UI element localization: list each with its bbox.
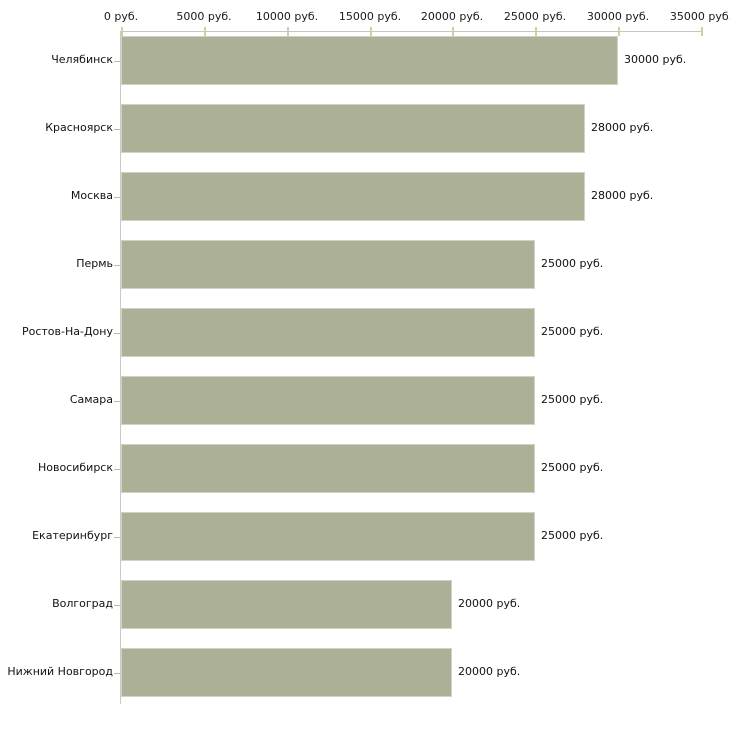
bar <box>121 308 535 357</box>
category-label: Ростов-На-Дону <box>21 325 113 338</box>
x-axis-tick-mark <box>452 27 454 36</box>
bar <box>121 104 585 153</box>
value-label: 25000 руб. <box>541 461 604 474</box>
category-tick-mark <box>114 265 120 266</box>
value-label: 20000 руб. <box>458 597 521 610</box>
category-tick-mark <box>114 401 120 402</box>
x-axis-tick-mark <box>121 27 123 36</box>
category-tick-mark <box>114 197 120 198</box>
category-label: Екатеринбург <box>32 529 113 542</box>
category-label: Нижний Новгород <box>7 665 113 678</box>
value-label: 30000 руб. <box>624 53 687 66</box>
bar <box>121 648 452 697</box>
x-axis-tick-label: 30000 руб. <box>586 10 650 23</box>
x-axis-tick-mark <box>204 27 206 36</box>
bar <box>121 444 535 493</box>
category-tick-mark <box>114 469 120 470</box>
x-axis-tick-label: 35000 руб. <box>669 10 730 23</box>
category-tick-mark <box>114 333 120 334</box>
x-axis-tick-mark <box>535 27 537 36</box>
category-tick-mark <box>114 673 120 674</box>
x-axis-tick-label: 20000 руб. <box>420 10 484 23</box>
value-label: 28000 руб. <box>591 121 654 134</box>
x-axis-tick-label: 25000 руб. <box>503 10 567 23</box>
category-label: Волгоград <box>52 597 113 610</box>
category-tick-mark <box>114 61 120 62</box>
bar <box>121 376 535 425</box>
category-label: Челябинск <box>51 53 113 66</box>
x-axis-tick-mark <box>618 27 620 36</box>
category-label: Новосибирск <box>37 461 113 474</box>
value-label: 25000 руб. <box>541 529 604 542</box>
value-label: 28000 руб. <box>591 189 654 202</box>
x-axis-tick-mark <box>701 27 703 36</box>
bar <box>121 240 535 289</box>
x-axis-tick-mark <box>370 27 372 36</box>
bar <box>121 580 452 629</box>
x-axis-tick-label: 15000 руб. <box>338 10 402 23</box>
category-tick-mark <box>114 537 120 538</box>
x-axis-tick-label: 5000 руб. <box>176 10 232 23</box>
bar <box>121 36 618 85</box>
value-label: 20000 руб. <box>458 665 521 678</box>
y-axis-line <box>120 31 121 704</box>
value-label: 25000 руб. <box>541 325 604 338</box>
category-tick-mark <box>114 605 120 606</box>
bar <box>121 512 535 561</box>
bar <box>121 172 585 221</box>
x-axis-tick-mark <box>287 27 289 36</box>
x-axis-tick-label: 10000 руб. <box>255 10 319 23</box>
value-label: 25000 руб. <box>541 257 604 270</box>
category-label: Москва <box>70 189 113 202</box>
category-label: Красноярск <box>45 121 113 134</box>
x-axis-tick-label: 0 руб. <box>103 10 139 23</box>
category-label: Самара <box>69 393 113 406</box>
category-tick-mark <box>114 129 120 130</box>
value-label: 25000 руб. <box>541 393 604 406</box>
x-axis-line <box>121 31 702 32</box>
category-label: Пермь <box>76 257 113 270</box>
